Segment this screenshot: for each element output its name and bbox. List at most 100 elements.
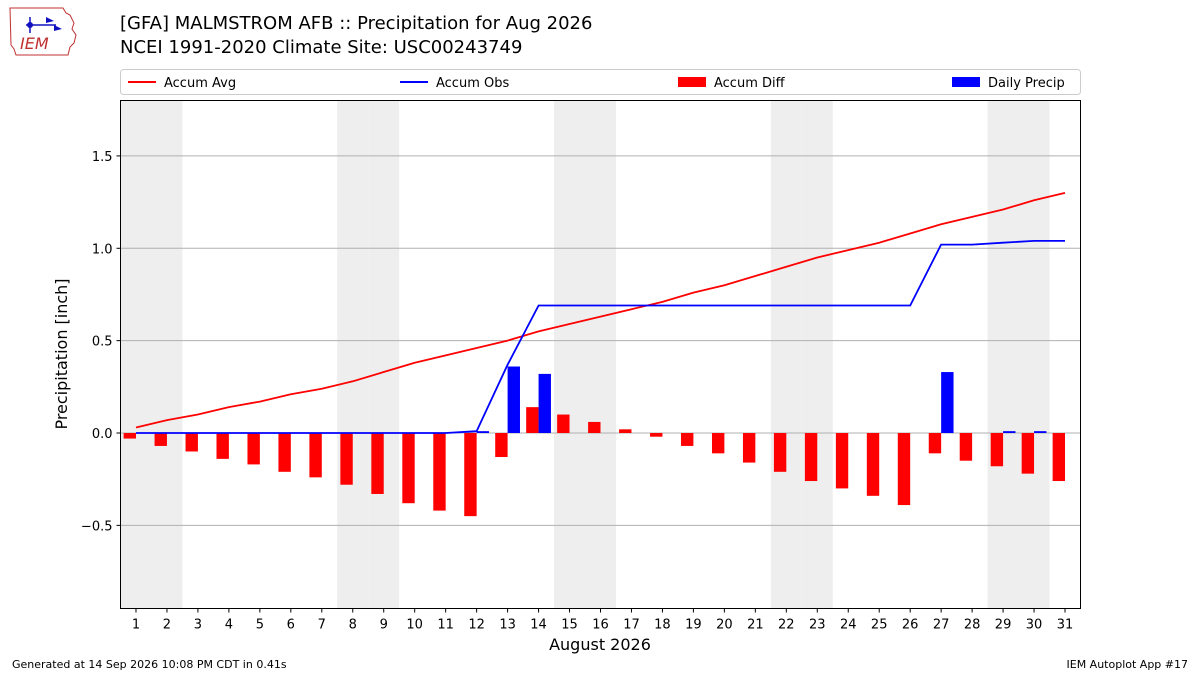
accum-diff-bar <box>619 429 632 434</box>
bars <box>123 366 1066 517</box>
weekend-band <box>337 100 369 609</box>
daily-precip-bar <box>538 373 551 434</box>
weekend-band <box>368 100 400 609</box>
x-axis-label: August 2026 <box>549 635 651 654</box>
legend-accum-obs-label: Accum Obs <box>436 76 509 91</box>
x-tick-label: 25 <box>871 618 888 633</box>
x-tick-label: 28 <box>964 618 981 633</box>
x-tick-label: 3 <box>194 618 202 633</box>
daily-precip-bar <box>941 372 954 434</box>
legend-daily-precip-swatch <box>952 77 980 87</box>
x-tick-label: 11 <box>437 618 454 633</box>
x-tick-label: 21 <box>747 618 764 633</box>
accum-diff-bar <box>216 433 229 459</box>
x-tick-label: 4 <box>225 618 233 633</box>
y-axis-label: Precipitation [inch] <box>52 278 71 429</box>
daily-precip-bar <box>507 366 520 434</box>
accum-diff-bar <box>1021 433 1035 474</box>
daily-precip-bar <box>1003 431 1016 434</box>
weekend-band <box>1018 100 1050 609</box>
accum-diff-bar <box>495 433 508 458</box>
accum-diff-bar <box>897 433 911 506</box>
x-tick-label: 9 <box>380 618 388 633</box>
legend-accum-diff-swatch <box>678 77 706 87</box>
x-tick-label: 18 <box>654 618 671 633</box>
x-tick-label: 23 <box>809 618 826 633</box>
accum-diff-bar <box>1052 433 1066 482</box>
x-tick-label: 2 <box>163 618 171 633</box>
accum-diff-bar <box>247 433 260 465</box>
legend-accum-avg-label: Accum Avg <box>164 76 236 91</box>
footer-generated: Generated at 14 Sep 2026 10:08 PM CDT in… <box>12 658 287 671</box>
weekend-band <box>770 100 802 609</box>
accum-diff-bar <box>742 433 756 463</box>
accum-diff-bar <box>309 433 322 478</box>
x-tick-label: 20 <box>716 618 733 633</box>
accum-diff-bar <box>928 433 942 454</box>
accum-diff-bar <box>804 433 818 482</box>
x-tick-label: 5 <box>256 618 264 633</box>
accum-diff-bar <box>835 433 849 489</box>
accum-diff-bar <box>866 433 880 496</box>
y-tick-label: 1.0 <box>92 242 113 257</box>
weekend-band <box>585 100 616 609</box>
accum-diff-bar <box>464 433 477 517</box>
x-tick-label: 12 <box>468 618 485 633</box>
accum-diff-bar <box>588 421 601 434</box>
accum-diff-bar <box>557 414 570 434</box>
logo-text: IEM <box>20 34 49 53</box>
accum-diff-bar <box>773 433 787 472</box>
chart-title: [GFA] MALMSTROM AFB :: Precipitation for… <box>120 13 593 34</box>
accum-diff-bar <box>681 433 694 446</box>
x-tick-label: 16 <box>592 618 609 633</box>
accum-diff-bar <box>433 433 446 511</box>
accum-diff-bar <box>278 433 291 472</box>
y-tick-label: −0.5 <box>81 519 113 534</box>
accum-obs-line <box>136 239 1065 434</box>
x-tick-label: 30 <box>1026 618 1043 633</box>
x-tick-label: 15 <box>561 618 578 633</box>
accum-diff-bar <box>340 433 353 485</box>
accum-avg-line <box>135 192 1066 429</box>
x-tick-label: 22 <box>778 618 795 633</box>
weekend-band <box>120 100 152 609</box>
x-tick-label: 24 <box>840 618 857 633</box>
daily-precip-bar <box>476 431 490 434</box>
accum-diff-bar <box>650 433 663 437</box>
weekend-band <box>554 100 586 609</box>
accum-diff-bar <box>402 433 415 504</box>
x-tick-label: 7 <box>318 618 326 633</box>
x-tick-label: 27 <box>933 618 950 633</box>
x-tick-label: 13 <box>499 618 516 633</box>
legend-daily-precip-label: Daily Precip <box>988 76 1065 91</box>
legend-box <box>120 69 1081 95</box>
accum-diff-bar <box>371 433 384 494</box>
x-tick-label: 10 <box>406 618 423 633</box>
accum-diff-bar <box>959 433 973 461</box>
x-tick-label: 1 <box>132 618 140 633</box>
accum-diff-bar <box>990 433 1004 467</box>
weekend-band <box>987 100 1019 609</box>
accum-diff-bar <box>123 433 136 439</box>
x-tick-label: 26 <box>902 618 919 633</box>
y-tick-label: 0.5 <box>92 335 113 350</box>
x-tick-label: 14 <box>530 618 547 633</box>
footer-app: IEM Autoplot App #17 <box>1066 658 1189 671</box>
x-tick-label: 17 <box>623 618 640 633</box>
accum-diff-bar <box>711 433 725 454</box>
x-tick-label: 29 <box>995 618 1012 633</box>
legend-accum-diff-label: Accum Diff <box>714 76 786 91</box>
daily-precip-bar <box>1034 431 1047 434</box>
iem-logo-icon: IEM <box>9 7 77 56</box>
x-tick-label: 8 <box>349 618 357 633</box>
legend: Accum Avg Accum Obs Accum Diff Daily Precip <box>120 69 1081 95</box>
weekend-band <box>801 100 833 609</box>
accum-diff-bar <box>526 407 539 434</box>
weekend-band <box>151 100 183 609</box>
x-tick-label: 31 <box>1057 618 1074 633</box>
accum-diff-bar <box>154 433 167 446</box>
accum-diff-bar <box>185 433 198 452</box>
axes: −0.50.00.51.01.51 2 3 4 5 6 7 8 9 10 11 12 13 14 15 16 1… <box>81 150 1073 633</box>
y-tick-label: 0.0 <box>92 427 113 442</box>
